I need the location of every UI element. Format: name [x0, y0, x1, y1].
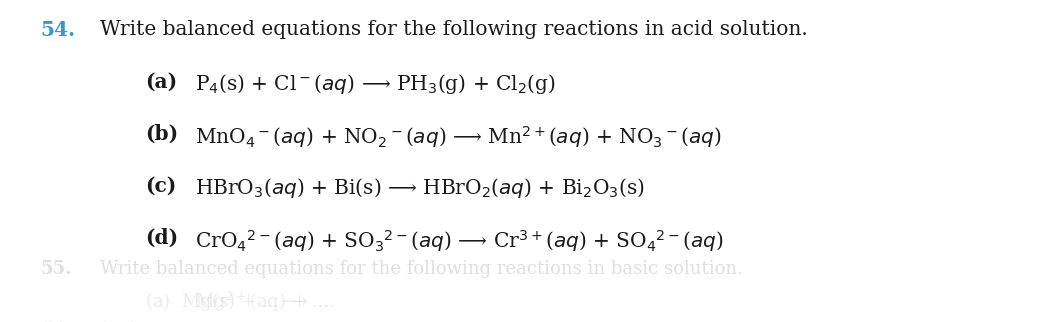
- Bar: [0, 312, 1059, 314]
- Bar: [0, 264, 1059, 266]
- Bar: [0, 314, 1059, 316]
- Bar: [0, 295, 1059, 297]
- Text: 54.: 54.: [40, 20, 75, 40]
- Bar: [0, 318, 1059, 320]
- Bar: [0, 281, 1059, 283]
- Text: (c): (c): [145, 176, 176, 196]
- Text: MnO$_4$$^-$($aq$) + NO$_2$$^-$($aq$) ⟶ Mn$^{2+}$($aq$) + NO$_3$$^-$($aq$): MnO$_4$$^-$($aq$) + NO$_2$$^-$($aq$) ⟶ M…: [195, 124, 721, 150]
- Text: (a): (a): [145, 72, 177, 92]
- Text: (d): (d): [145, 228, 178, 248]
- Bar: [0, 289, 1059, 291]
- Text: P$_4$(s) + Cl$^-$($aq$) ⟶ PH$_3$(g) + Cl$_2$(g): P$_4$(s) + Cl$^-$($aq$) ⟶ PH$_3$(g) + Cl…: [195, 72, 556, 96]
- Text: HBrO$_3$($aq$) + Bi(s) ⟶ HBrO$_2$($aq$) + Bi$_2$O$_3$(s): HBrO$_3$($aq$) + Bi(s) ⟶ HBrO$_2$($aq$) …: [195, 176, 645, 200]
- Text: Write balanced equations for the following reactions in acid solution.: Write balanced equations for the followi…: [100, 20, 808, 39]
- Bar: [0, 293, 1059, 295]
- Text: CrO$_4$$^{2-}$($aq$) + SO$_3$$^{2-}$($aq$) ⟶ Cr$^{3+}$($aq$) + SO$_4$$^{2-}$($aq: CrO$_4$$^{2-}$($aq$) + SO$_3$$^{2-}$($aq…: [195, 228, 723, 254]
- Bar: [0, 309, 1059, 312]
- Bar: [0, 316, 1059, 318]
- Bar: [0, 301, 1059, 303]
- Bar: [0, 274, 1059, 277]
- Bar: [0, 297, 1059, 299]
- Bar: [0, 270, 1059, 272]
- Bar: [0, 299, 1059, 301]
- Bar: [0, 260, 1059, 262]
- Bar: [0, 262, 1059, 264]
- Bar: [0, 303, 1059, 306]
- Bar: [0, 291, 1059, 293]
- Bar: [0, 268, 1059, 270]
- Text: 55.: 55.: [40, 260, 72, 278]
- Bar: [0, 279, 1059, 281]
- Bar: [0, 272, 1059, 274]
- Bar: [0, 308, 1059, 309]
- Text: (a)  Mg(s) + ...$\longrightarrow$ ...: (a) Mg(s) + ...$\longrightarrow$ ...: [145, 290, 335, 313]
- Bar: [0, 277, 1059, 279]
- Text: (b): (b): [145, 124, 178, 144]
- Bar: [0, 306, 1059, 308]
- Bar: [0, 320, 1059, 322]
- Bar: [0, 283, 1059, 285]
- Bar: [0, 266, 1059, 268]
- Bar: [0, 285, 1059, 287]
- Text: Mg$^{2+}$(aq) + ...: Mg$^{2+}$(aq) + ...: [195, 290, 329, 314]
- Text: (b)  ... (aq)  $\longrightarrow$ ...: (b) ... (aq) $\longrightarrow$ ...: [40, 318, 203, 322]
- Text: Write balanced equations for the following reactions in basic solution.: Write balanced equations for the followi…: [100, 260, 743, 278]
- Bar: [0, 287, 1059, 289]
